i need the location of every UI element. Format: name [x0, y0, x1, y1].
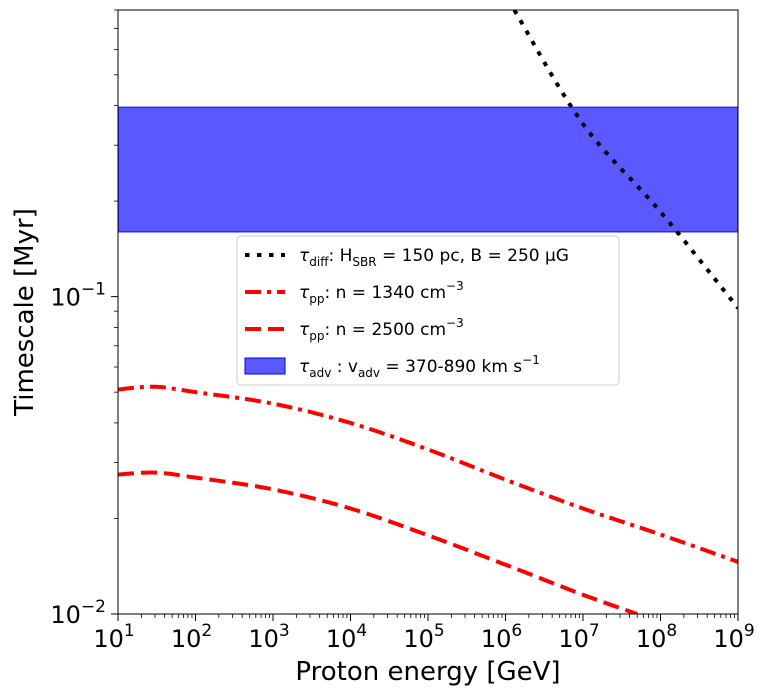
axes: 101 102 103 104 105 106 107 108 109 10−2 10−1 [50, 9, 755, 653]
x-tick-label: 108 [636, 621, 677, 653]
legend: τdiff: HSBR = 150 pc, B = 250 μG τpp: n =… [236, 235, 620, 386]
legend-label-pp1340: τpp: n = 1340 cm−3 [299, 279, 464, 306]
x-tick-label: 106 [481, 621, 522, 653]
x-tick-label: 109 [713, 621, 754, 653]
legend-box [236, 235, 620, 386]
x-tick-label: 105 [403, 621, 444, 653]
x-tick-label: 104 [326, 621, 367, 653]
y-tick-label: 10−1 [50, 280, 106, 312]
x-tick-label: 102 [171, 621, 212, 653]
x-tick-label: 101 [93, 621, 134, 653]
x-axis-label: Proton energy [GeV] [295, 657, 560, 687]
series-diff [512, 10, 738, 310]
legend-handle-adv [244, 357, 286, 375]
series-pp2500 [118, 470, 638, 614]
series-pp1340 [118, 384, 738, 564]
x-tick-label: 103 [248, 621, 289, 653]
band-adv [118, 106, 738, 233]
y-axis-label: Timescale [Myr] [10, 208, 40, 417]
legend-label-adv: τadv : vadv = 370-890 km s−1 [299, 353, 540, 380]
x-tick-label: 107 [558, 621, 599, 653]
y-tick-label: 10−2 [50, 597, 106, 629]
legend-label-pp2500: τpp: n = 2500 cm−3 [299, 316, 464, 343]
plot-area [118, 10, 738, 614]
legend-label-diff: τdiff: HSBR = 150 pc, B = 250 μG [299, 246, 569, 269]
